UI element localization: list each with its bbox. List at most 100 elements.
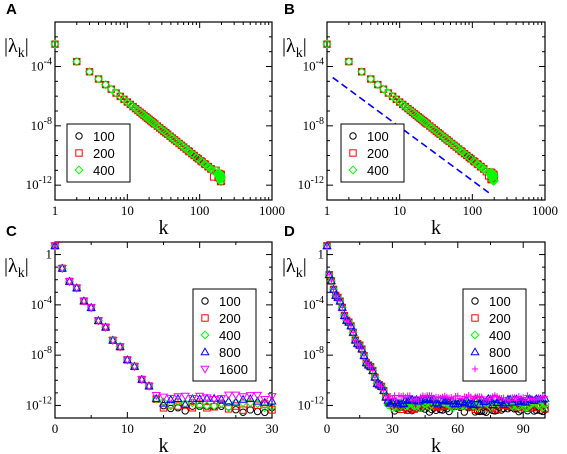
panel-letter: D: [284, 223, 295, 240]
data-point-shape: [50, 39, 60, 49]
data-point-shape: [209, 393, 219, 402]
data-point: [369, 367, 376, 374]
data-point: [167, 404, 175, 413]
data-point-shape: [231, 397, 241, 407]
x-tick-label: 1: [324, 203, 331, 218]
data-point: [474, 399, 485, 408]
data-point: [334, 294, 342, 301]
data-point-shape: [224, 405, 233, 413]
data-point: [209, 166, 219, 176]
data-point-shape: [425, 408, 434, 416]
data-point-shape: [159, 404, 168, 412]
data-point: [216, 395, 227, 404]
legend-marker: [470, 330, 480, 340]
data-points: [322, 39, 499, 186]
data-point-shape: [267, 402, 277, 412]
legend-marker: [349, 132, 357, 140]
legend-marker-shape: [200, 347, 210, 356]
legend-marker: [471, 314, 479, 322]
data-point: [50, 39, 60, 49]
data-point: [396, 399, 406, 408]
legend-marker: [471, 365, 479, 373]
data-point: [538, 403, 548, 413]
x-tick-label: 10: [393, 203, 406, 218]
y-tick-label: 10-12: [26, 175, 52, 192]
data-point-shape: [538, 403, 548, 413]
data-point-shape: [202, 401, 212, 411]
data-point: [336, 297, 344, 305]
data-point: [245, 392, 255, 401]
data-point: [180, 392, 190, 401]
data-point: [260, 396, 270, 405]
y-tick-label: 10-4: [303, 295, 324, 312]
legend-marker-shape: [348, 165, 358, 175]
data-point: [323, 242, 331, 249]
legend-marker: [348, 165, 358, 175]
data-point: [209, 393, 219, 402]
data-point: [522, 397, 529, 404]
legend: 100 200 400 800 1600: [462, 288, 527, 382]
y-tick-label: 10-12: [298, 175, 324, 192]
data-point: [245, 393, 255, 403]
data-point-shape: [108, 336, 118, 346]
data-point-shape: [166, 401, 176, 411]
data-point-shape: [151, 394, 161, 404]
data-point: [238, 393, 248, 402]
data-point: [267, 393, 277, 402]
legend-entry: 400: [470, 328, 511, 343]
data-point: [523, 402, 533, 412]
data-point: [85, 67, 95, 77]
data-point-shape: [187, 394, 198, 404]
data-point-shape: [203, 404, 211, 412]
data-point-shape: [383, 88, 393, 98]
legend-marker-shape: [471, 297, 479, 305]
legend-label: 400: [93, 163, 115, 178]
data-point: [108, 336, 118, 346]
data-point-shape: [85, 67, 95, 77]
data-point-shape: [238, 393, 248, 402]
data-point-shape: [357, 67, 367, 77]
x-tick-label: 20: [193, 421, 206, 436]
data-point-shape: [468, 399, 478, 409]
legend: 100 200 400 800 1600: [192, 288, 257, 382]
data-point: [223, 396, 234, 405]
data-point: [231, 397, 241, 407]
data-point-shape: [474, 399, 485, 408]
data-point: [337, 302, 347, 313]
y-tick-label: 10-8: [31, 116, 52, 133]
data-point: [231, 391, 241, 400]
legend-entry: 200: [75, 146, 115, 161]
data-point: [468, 401, 478, 411]
data-point-shape: [359, 351, 369, 361]
data-point: [151, 394, 161, 404]
x-axis-label: k: [431, 435, 441, 454]
data-point: [232, 402, 240, 410]
data-point-shape: [151, 393, 161, 402]
x-tick-label: 10: [121, 421, 134, 436]
legend: 100 200 400: [340, 123, 405, 183]
data-point-shape: [64, 278, 75, 287]
y-axis-label: |λk|: [282, 35, 307, 61]
data-points: [50, 240, 277, 417]
data-point: [324, 270, 334, 280]
data-point-shape: [370, 372, 380, 382]
data-point-shape: [416, 403, 426, 413]
data-point: [203, 404, 211, 412]
data-point: [223, 391, 234, 400]
legend-marker: [200, 347, 210, 356]
data-point-shape: [50, 242, 60, 251]
data-point-shape: [231, 391, 241, 400]
legend-marker-shape: [200, 330, 210, 340]
data-point: [252, 391, 263, 401]
data-point: [498, 399, 509, 408]
data-point-shape: [223, 391, 234, 400]
x-tick-label: 30: [386, 421, 399, 436]
legend-marker: [200, 365, 210, 374]
data-point: [322, 241, 332, 251]
data-point: [151, 392, 161, 401]
panel-d: D0 30 60 90110-410-810-12k|λk|1002004008001…: [282, 223, 550, 454]
data-point: [181, 401, 189, 409]
data-point: [359, 351, 369, 361]
data-point: [252, 396, 263, 405]
data-point-shape: [252, 391, 263, 401]
